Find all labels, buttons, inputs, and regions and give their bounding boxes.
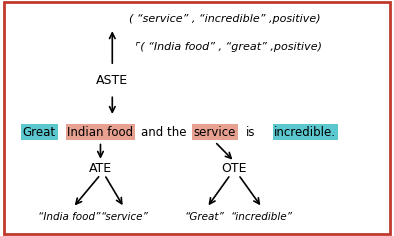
Text: service: service	[193, 126, 236, 139]
Text: “service”: “service”	[100, 212, 148, 222]
Text: Indian food: Indian food	[67, 126, 134, 139]
Text: incredible.: incredible.	[274, 126, 336, 139]
Text: ATE: ATE	[89, 162, 112, 175]
Text: “India food”: “India food”	[38, 212, 100, 222]
Text: is: is	[245, 126, 255, 139]
Text: “Great”: “Great”	[185, 212, 225, 222]
Text: Great: Great	[23, 126, 56, 139]
Text: ⌜( “India food” , “great” ,positive): ⌜( “India food” , “great” ,positive)	[135, 42, 322, 52]
Text: OTE: OTE	[222, 162, 247, 175]
Text: ( “service” , “incredible” ,positive): ( “service” , “incredible” ,positive)	[129, 14, 320, 24]
Text: ASTE: ASTE	[96, 74, 128, 87]
Text: “incredible”: “incredible”	[231, 212, 293, 222]
Text: and the: and the	[141, 126, 186, 139]
